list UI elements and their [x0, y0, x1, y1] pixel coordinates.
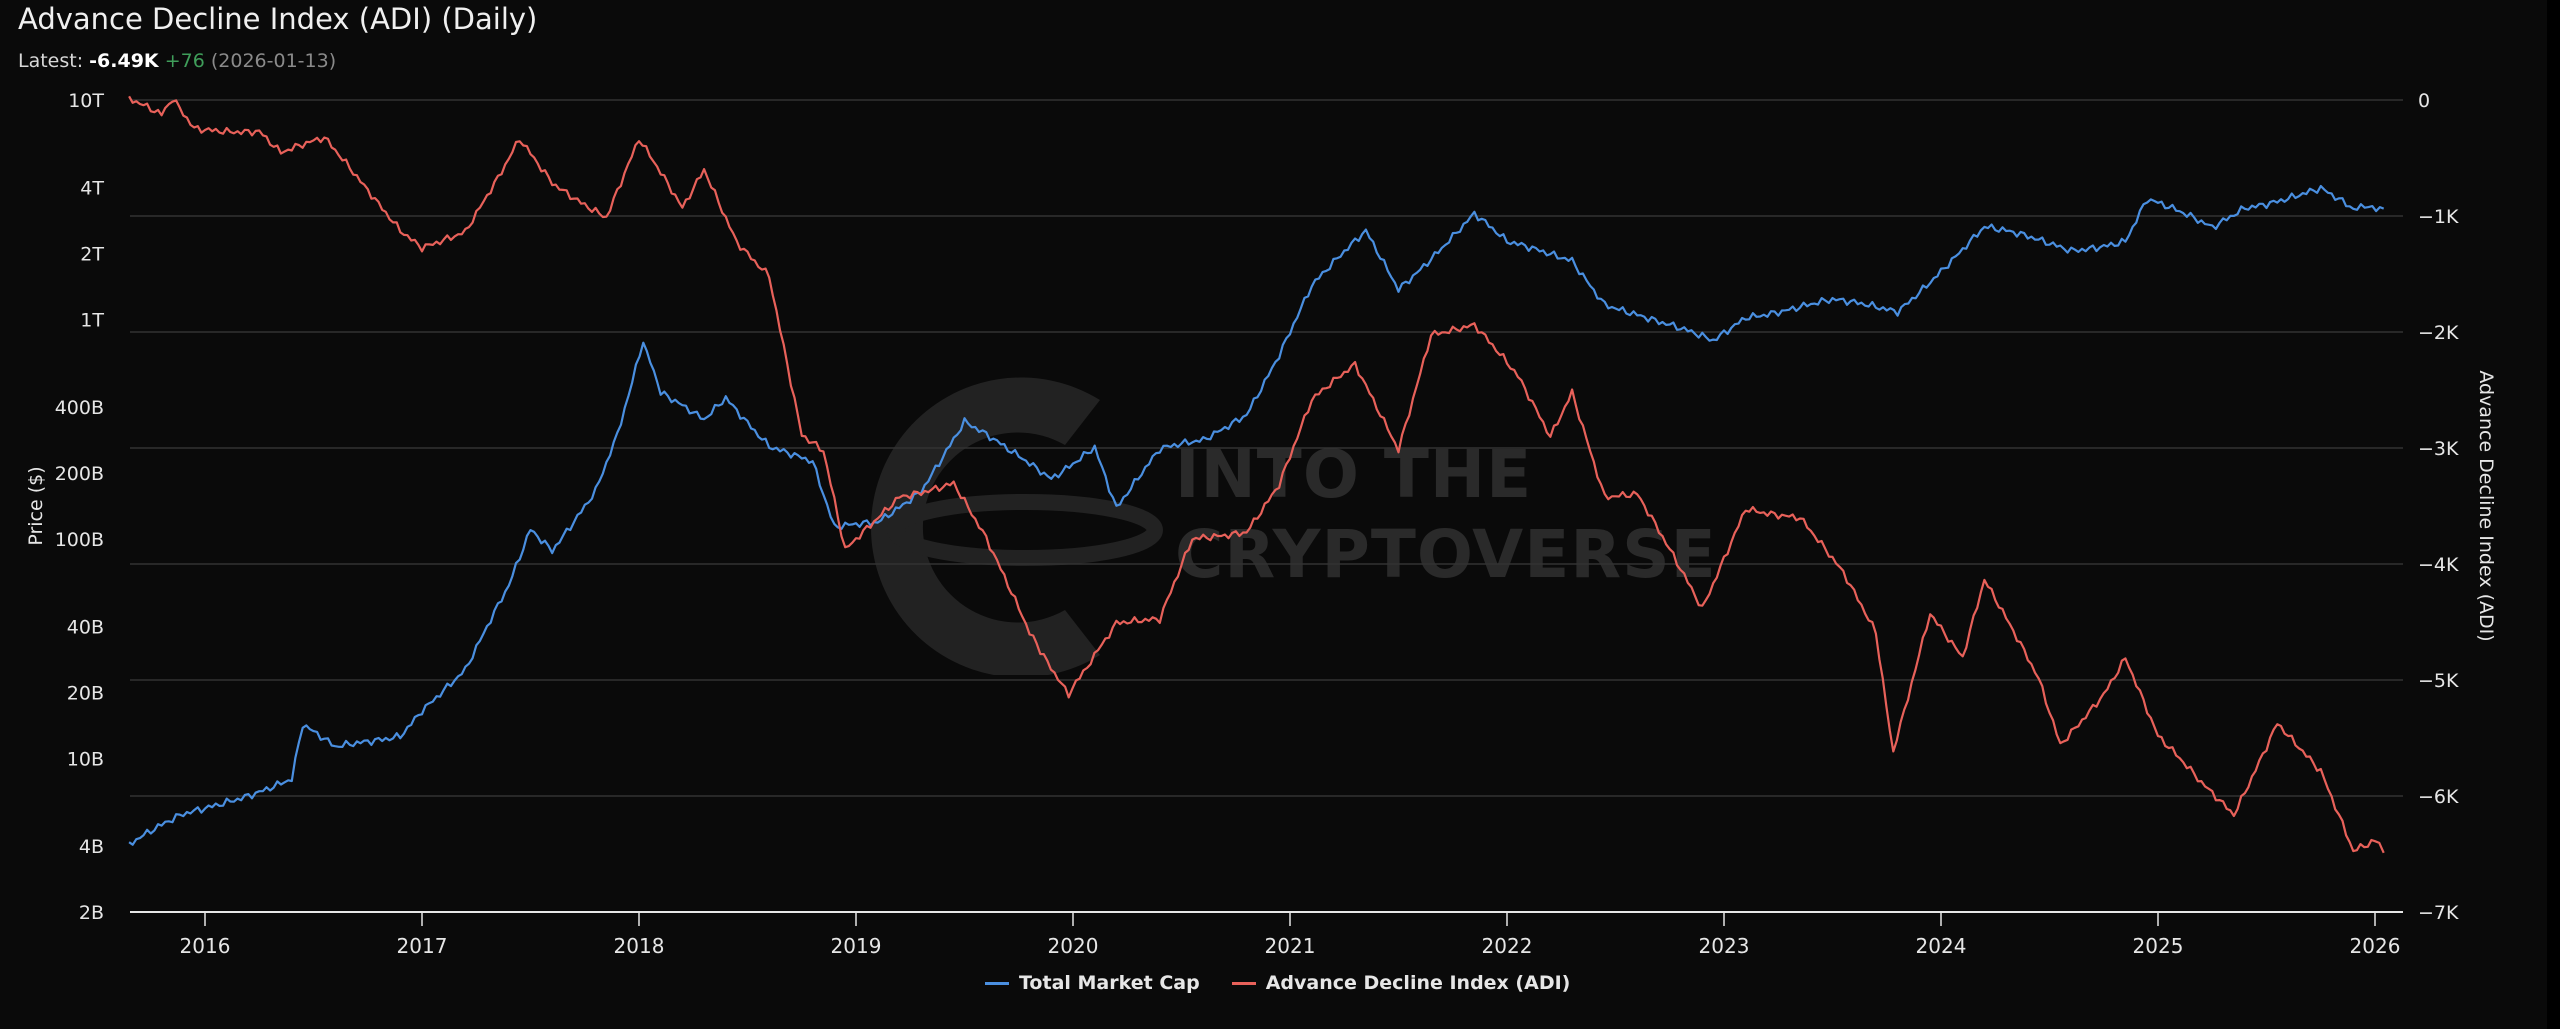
- legend-item-market-cap[interactable]: Total Market Cap: [985, 972, 1200, 994]
- svg-text:10T: 10T: [68, 90, 104, 112]
- svg-text:2026: 2026: [2350, 934, 2401, 958]
- svg-text:2023: 2023: [1699, 934, 1750, 958]
- svg-text:−4K: −4K: [2418, 554, 2459, 576]
- latest-label: Latest:: [18, 50, 84, 72]
- svg-text:−5K: −5K: [2418, 670, 2459, 692]
- latest-date: (2026-01-13): [210, 50, 337, 72]
- left-axis-title: Price ($): [25, 466, 47, 545]
- svg-text:4B: 4B: [79, 836, 104, 858]
- svg-text:2016: 2016: [180, 934, 231, 958]
- svg-text:0: 0: [2418, 90, 2430, 112]
- svg-text:2025: 2025: [2133, 934, 2184, 958]
- right-axis-labels: 0 −1K −2K −3K −4K −5K −6K −7K: [2418, 90, 2459, 924]
- svg-text:10B: 10B: [67, 749, 104, 771]
- svg-text:2017: 2017: [397, 934, 448, 958]
- svg-text:2020: 2020: [1048, 934, 1099, 958]
- svg-text:2019: 2019: [831, 934, 882, 958]
- svg-text:40B: 40B: [67, 616, 104, 638]
- svg-text:1T: 1T: [80, 310, 104, 332]
- svg-text:2024: 2024: [1916, 934, 1967, 958]
- market-cap-line[interactable]: [128, 184, 2385, 846]
- x-axis: 2016 2017 2018 2019 2020 2021 2022 2023 2024 2025…: [130, 911, 2403, 958]
- latest-value: -6.49K: [89, 50, 159, 72]
- chart-title: Advance Decline Index (ADI) (Daily): [18, 2, 538, 36]
- adi-line[interactable]: [128, 95, 2385, 854]
- svg-text:200B: 200B: [55, 463, 104, 485]
- svg-text:2T: 2T: [80, 243, 104, 265]
- svg-text:−3K: −3K: [2418, 438, 2459, 460]
- gridlines: [130, 99, 2403, 797]
- legend-label-adi: Advance Decline Index (ADI): [1265, 972, 1571, 994]
- svg-text:−7K: −7K: [2418, 902, 2459, 924]
- right-edge-strip: [2547, 0, 2560, 1029]
- svg-text:4T: 4T: [80, 177, 104, 199]
- svg-text:100B: 100B: [55, 529, 104, 551]
- svg-text:400B: 400B: [55, 397, 104, 419]
- adi-swatch-icon: [1231, 981, 1256, 985]
- svg-text:2018: 2018: [614, 934, 665, 958]
- svg-text:20B: 20B: [67, 682, 104, 704]
- legend-item-adi[interactable]: Advance Decline Index (ADI): [1231, 972, 1571, 994]
- latest-summary: Latest: -6.49K +76 (2026-01-13): [18, 50, 336, 72]
- svg-text:−1K: −1K: [2418, 206, 2459, 228]
- svg-text:−2K: −2K: [2418, 322, 2459, 344]
- latest-change: +76: [164, 50, 205, 72]
- legend: Total Market Cap Advance Decline Index (…: [985, 972, 1570, 994]
- svg-text:2B: 2B: [79, 902, 104, 924]
- svg-text:2021: 2021: [1265, 934, 1316, 958]
- svg-text:−6K: −6K: [2418, 786, 2459, 808]
- market-cap-swatch-icon: [985, 981, 1009, 985]
- left-axis-labels: 10T 4T 2T 1T 400B 200B 100B 40B 20B 10B 4B 2B: [55, 90, 105, 924]
- svg-text:2022: 2022: [1482, 934, 1533, 958]
- legend-label-market-cap: Total Market Cap: [1019, 972, 1200, 994]
- right-axis-title: Advance Decline Index (ADI): [2475, 370, 2497, 641]
